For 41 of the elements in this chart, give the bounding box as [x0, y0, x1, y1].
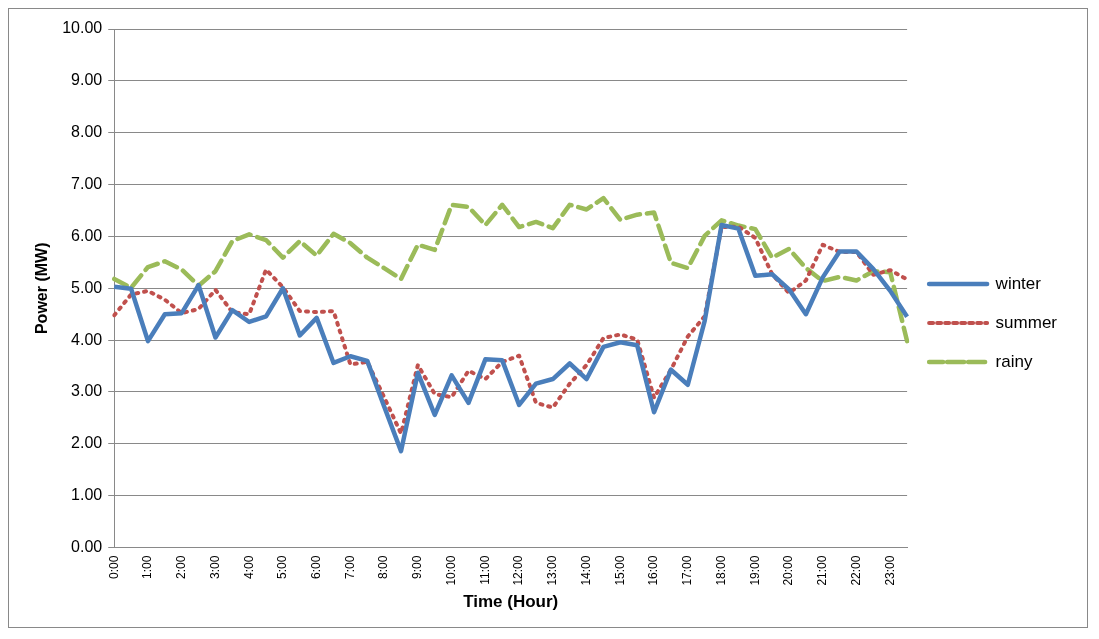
x-tick-label: 22:00 [848, 555, 863, 586]
y-tick-label: 10.00 [62, 19, 103, 37]
y-tick-label: 1.00 [71, 486, 103, 504]
x-tick-label: 1:00 [140, 555, 155, 579]
legend-label: winter [994, 273, 1042, 293]
line-series [111, 195, 910, 344]
x-tick-label: 21:00 [815, 555, 830, 586]
y-tick-label: 8.00 [71, 123, 103, 141]
legend-label: summer [995, 312, 1058, 332]
x-tick-label: 7:00 [342, 555, 357, 579]
x-axis-title: Time (Hour) [463, 592, 559, 612]
x-tick-label: 15:00 [612, 555, 627, 586]
y-tick-label: 2.00 [71, 434, 103, 452]
x-tick-label: 10:00 [443, 555, 458, 586]
x-tick-label: 3:00 [207, 555, 222, 579]
x-tick-label: 16:00 [646, 555, 661, 586]
y-axis-title: Power (MW) [33, 242, 51, 335]
x-tick-label: 11:00 [477, 555, 492, 585]
y-tick-label: 5.00 [71, 278, 103, 296]
x-tick-label: 5:00 [275, 555, 290, 579]
x-tick-label: 12:00 [511, 555, 526, 586]
x-tick-label: 17:00 [680, 555, 695, 586]
x-tick-label: 19:00 [747, 555, 762, 586]
x-tick-label: 13:00 [545, 555, 560, 586]
x-tick-label: 0:00 [106, 555, 121, 579]
y-tick-label: 3.00 [71, 382, 103, 400]
y-tick-label: 0.00 [71, 537, 103, 555]
y-tick-label: 9.00 [71, 71, 103, 89]
y-tick-label: 6.00 [71, 226, 103, 244]
x-tick-label: 8:00 [376, 555, 391, 579]
y-tick-label: 4.00 [71, 330, 103, 348]
x-tick-label: 9:00 [410, 555, 425, 579]
x-tick-label: 6:00 [308, 555, 323, 579]
x-tick-label: 2:00 [174, 555, 189, 579]
x-tick-label: 18:00 [713, 555, 728, 586]
y-tick-label: 7.00 [71, 174, 103, 192]
x-tick-label: 23:00 [882, 555, 897, 586]
legend-label: rainy [995, 351, 1033, 371]
x-tick-label: 20:00 [781, 555, 796, 586]
x-tick-label: 4:00 [241, 555, 256, 579]
x-tick-label: 14:00 [578, 555, 593, 586]
